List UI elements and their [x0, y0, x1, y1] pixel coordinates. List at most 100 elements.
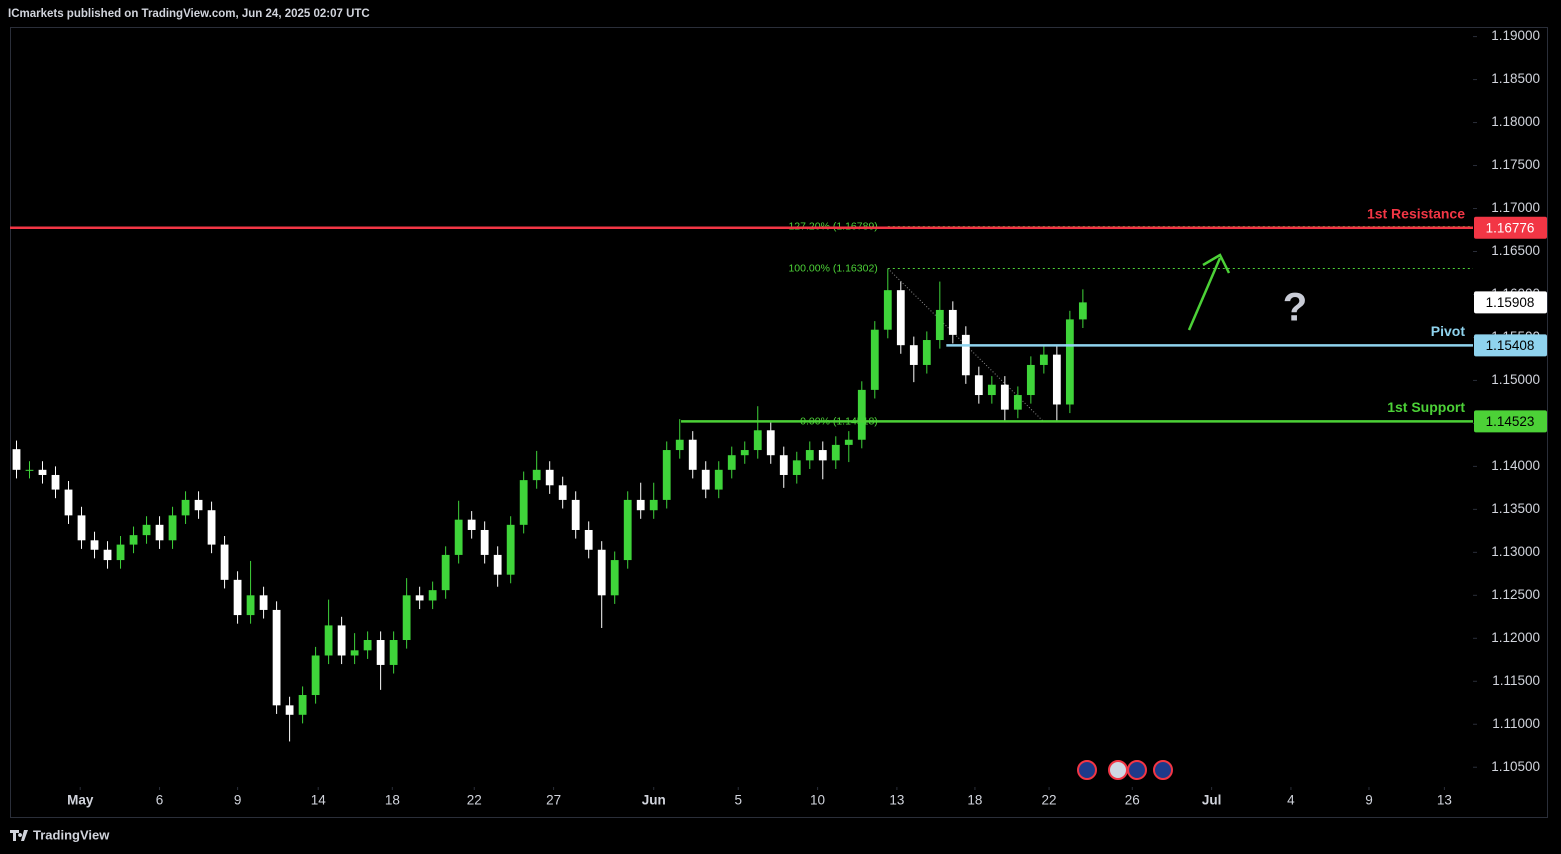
x-tick-label: Jul: [1202, 793, 1222, 808]
price-box-label: 1.14523: [1486, 414, 1535, 429]
x-tick-label: 6: [156, 793, 164, 808]
candle-body: [1026, 364, 1035, 396]
x-tick-label: 27: [546, 793, 561, 808]
event-icon[interactable]: [1153, 760, 1173, 780]
last-price-label: 1.15908: [1486, 295, 1535, 310]
candle-body: [896, 290, 905, 346]
candle-body: [220, 544, 229, 580]
candle-body: [103, 549, 112, 561]
price-box: [1474, 216, 1547, 239]
candle-body: [883, 290, 892, 330]
candle-body: [831, 444, 840, 461]
candle-body: [428, 590, 437, 601]
candle-body: [1039, 354, 1048, 365]
candle-body: [38, 469, 47, 475]
candle-body: [675, 439, 684, 451]
candle-body: [610, 560, 619, 596]
candle-body: [727, 455, 736, 470]
candle-body: [558, 485, 567, 500]
x-tick-label: 9: [1365, 793, 1373, 808]
candle-body: [1013, 395, 1022, 410]
candle-body: [259, 595, 268, 610]
candle-body: [233, 579, 242, 616]
header: ICmarkets published on TradingView.com, …: [8, 8, 370, 20]
y-tick-label: 1.17500: [1491, 157, 1540, 172]
y-tick-label: 1.15000: [1491, 372, 1540, 387]
candle-body: [415, 595, 424, 601]
level-name: 1st Resistance: [1367, 205, 1465, 221]
candle-body: [545, 469, 554, 486]
fib-label: 100.00% (1.16302): [788, 262, 877, 274]
arrow-shaft: [1187, 257, 1222, 331]
candle-body: [285, 705, 294, 715]
candle-body: [532, 469, 541, 481]
x-tick-label: 9: [234, 793, 242, 808]
event-icon[interactable]: [1108, 760, 1128, 780]
candle-body: [779, 455, 788, 475]
candle-body: [740, 450, 749, 456]
candle-body: [571, 499, 580, 530]
footer-logo: TradingView: [10, 827, 110, 842]
brand: TradingView: [33, 827, 110, 842]
candle-body: [194, 499, 203, 511]
candle-body: [597, 549, 606, 596]
arrow-head: [1202, 253, 1231, 274]
candle-body: [12, 449, 21, 470]
candle-body: [324, 625, 333, 656]
x-tick-label: 26: [1125, 793, 1140, 808]
candle-body: [857, 389, 866, 440]
candle-body: [116, 544, 125, 561]
candle-body: [467, 519, 476, 530]
candle-body: [51, 474, 60, 490]
candle-body: [870, 329, 879, 390]
candle-body: [753, 430, 762, 451]
price-box: [1474, 334, 1547, 357]
candle-body: [311, 655, 320, 696]
candle-body: [1078, 302, 1087, 320]
candle-body: [766, 430, 775, 456]
candle-body: [636, 499, 645, 511]
candle-body: [506, 524, 515, 575]
candle-body: [688, 439, 697, 470]
candle-body: [987, 384, 996, 396]
candle-body: [948, 309, 957, 335]
candle-body: [64, 489, 73, 516]
y-tick-label: 1.16500: [1491, 243, 1540, 258]
candle-body: [298, 695, 307, 715]
candle-body: [389, 640, 398, 665]
event-icon[interactable]: [1127, 760, 1147, 780]
candle-body: [909, 345, 918, 365]
y-tick-label: 1.14000: [1491, 458, 1540, 473]
candle-body: [818, 450, 827, 461]
level-name: Pivot: [1431, 323, 1466, 339]
candle-body: [480, 529, 489, 555]
x-tick-label: May: [67, 793, 94, 808]
candle-body: [402, 595, 411, 641]
candle-body: [454, 519, 463, 555]
candle-body: [77, 515, 86, 541]
level-name: 1st Support: [1387, 399, 1465, 415]
candle-body: [350, 650, 359, 656]
y-tick-label: 1.11000: [1492, 716, 1540, 731]
y-tick-label: 1.10500: [1491, 759, 1540, 774]
x-tick-label: 4: [1287, 793, 1295, 808]
candle-body: [1065, 319, 1074, 405]
candle-body: [441, 554, 450, 591]
event-icon[interactable]: [1077, 760, 1097, 780]
candle-body: [90, 540, 99, 550]
candle-body: [584, 529, 593, 550]
y-tick-label: 1.17000: [1491, 200, 1540, 215]
fib-trend: [887, 268, 1045, 423]
candle-body: [519, 480, 528, 525]
x-tick-label: 5: [734, 793, 742, 808]
y-tick-label: 1.12500: [1491, 587, 1540, 602]
y-tick-label: 1.18000: [1491, 114, 1540, 129]
price-box-label: 1.16776: [1486, 220, 1535, 235]
candle-body: [792, 460, 801, 475]
x-tick-label: 18: [967, 793, 982, 808]
price-box: [1474, 410, 1547, 433]
y-tick-label: 1.13000: [1491, 544, 1540, 559]
